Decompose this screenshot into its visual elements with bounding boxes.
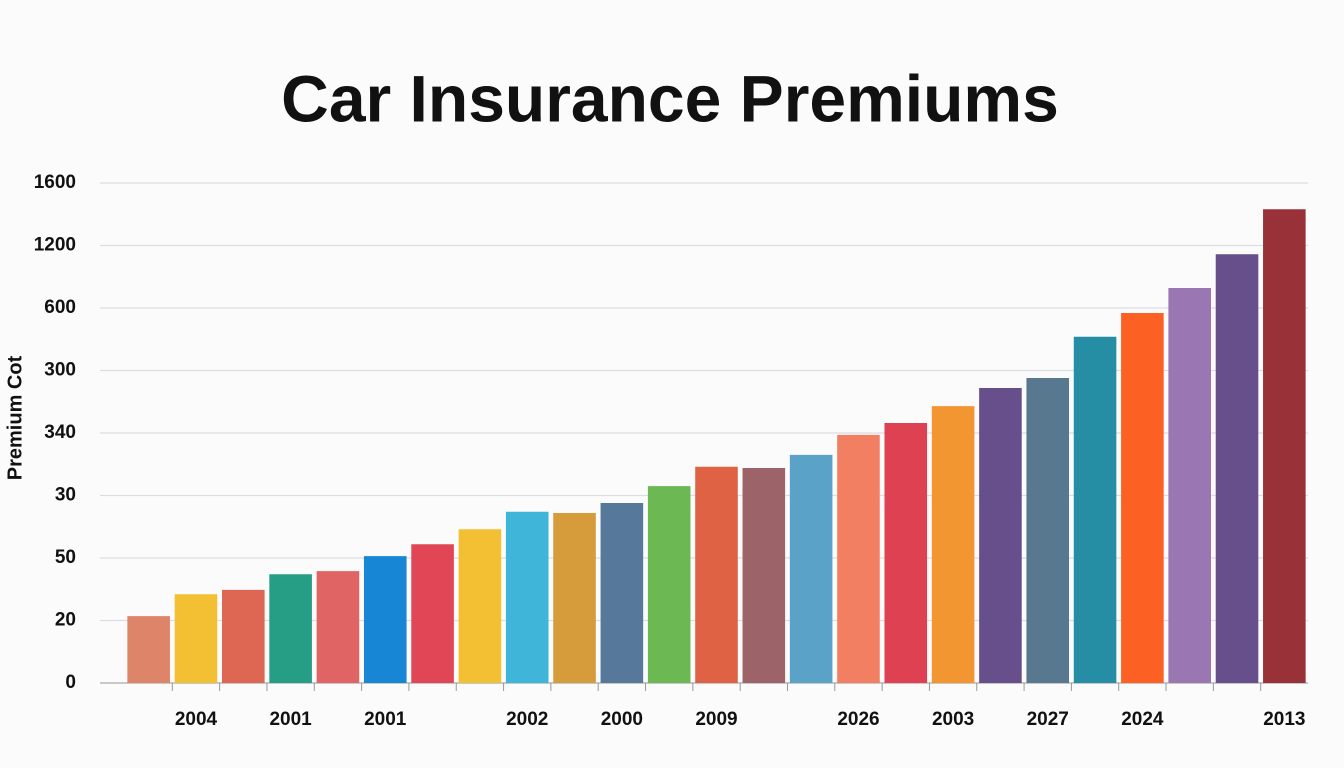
y-tick-label: 340	[44, 422, 76, 443]
y-tick-label: 30	[55, 485, 76, 506]
bar	[789, 454, 833, 683]
bar	[458, 529, 502, 683]
bar	[884, 423, 928, 683]
x-tick-label: 2009	[695, 709, 737, 730]
y-tick-label: 1200	[34, 235, 76, 256]
bar	[979, 388, 1022, 683]
y-tick-label: 0	[65, 672, 76, 693]
bar	[505, 511, 549, 683]
x-tick-label: 2027	[1027, 709, 1069, 730]
y-tick-label: 600	[44, 297, 76, 318]
bar	[316, 571, 360, 683]
y-tick-label: 1600	[34, 172, 76, 193]
bar	[553, 513, 596, 683]
bar	[1263, 209, 1306, 683]
bar	[363, 556, 407, 683]
x-tick-label: 2002	[506, 709, 548, 730]
bar	[600, 503, 644, 683]
bar	[837, 434, 880, 683]
x-tick-label: 2004	[175, 709, 218, 730]
bar	[742, 468, 786, 683]
y-tick-label: 50	[55, 547, 76, 568]
x-tick-label: 2000	[601, 709, 643, 730]
y-axis-label: Premium Cot	[4, 355, 26, 480]
x-tick-label: 2024	[1121, 709, 1164, 730]
bar	[931, 406, 975, 683]
bar	[127, 616, 170, 683]
bar	[174, 594, 218, 683]
x-tick-label: 2013	[1263, 709, 1305, 730]
bar	[1026, 378, 1070, 683]
bar	[1073, 336, 1117, 683]
x-tick-label: 2001	[269, 709, 312, 730]
bar	[647, 486, 691, 683]
y-tick-label: 20	[55, 610, 76, 631]
bar	[1215, 254, 1259, 683]
y-tick-label: 300	[44, 360, 76, 381]
bar	[411, 544, 454, 683]
bar	[1168, 288, 1211, 683]
x-tick-label: 2001	[364, 709, 407, 730]
bar	[695, 466, 738, 683]
bar	[1121, 313, 1164, 683]
x-tick-label: 2003	[932, 709, 974, 730]
bar	[222, 589, 265, 683]
x-tick-label: 2026	[837, 709, 879, 730]
bar	[269, 574, 312, 683]
chart-title: Car Insurance Premiums	[281, 61, 1059, 135]
